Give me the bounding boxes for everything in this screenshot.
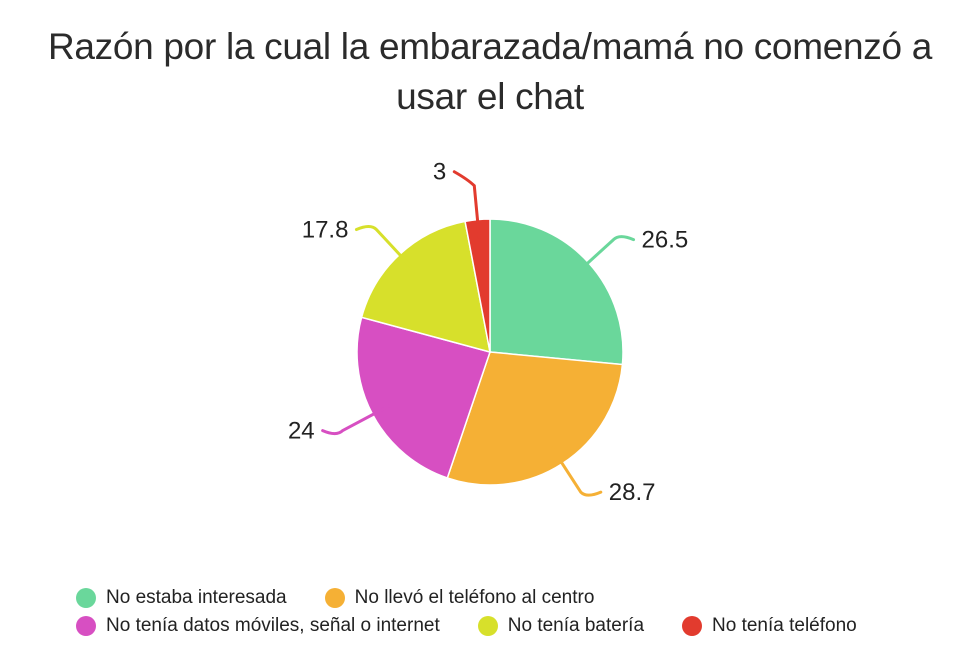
leader-line-no-tenia-telefono (452, 170, 481, 240)
leader-line-no-estaba-interesada (573, 235, 636, 277)
legend-row: No estaba interesada No llevó el teléfon… (76, 584, 956, 612)
leader-lines (321, 170, 636, 497)
legend-item-no-tenia-datos[interactable]: No tenía datos móviles, señal o internet (76, 615, 440, 637)
pie-slice-no-estaba-interesada[interactable] (489, 218, 624, 366)
pie-slices (356, 218, 624, 486)
leader-line-no-llevo-telefono (551, 447, 603, 497)
legend-item-no-llevo-telefono[interactable]: No llevó el teléfono al centro (324, 587, 595, 609)
legend-label: No llevó el teléfono al centro (354, 587, 595, 608)
legend: No estaba interesada No llevó el teléfon… (76, 584, 956, 640)
legend-item-no-estaba-interesada[interactable]: No estaba interesada (76, 587, 287, 609)
legend-item-no-tenia-telefono[interactable]: No tenía teléfono (682, 615, 857, 637)
legend-label: No tenía batería (507, 615, 645, 636)
data-label-no-estaba-interesada: 26.5 (642, 227, 689, 254)
data-label-no-tenia-datos: 24 (288, 418, 315, 445)
legend-item-no-tenia-bateria[interactable]: No tenía batería (477, 615, 645, 637)
legend-swatch (76, 616, 96, 636)
legend-label: No estaba interesada (106, 587, 287, 608)
legend-swatch (477, 616, 498, 636)
chart-title: Razón por la cual la embarazada/mamá no … (47, 26, 933, 117)
data-label-no-tenia-telefono: 3 (433, 159, 446, 186)
legend-swatch (682, 616, 703, 636)
legend-label: No tenía datos móviles, señal o internet (106, 615, 440, 636)
leader-line-no-tenia-datos (321, 404, 391, 436)
legend-row: No tenía datos móviles, señal o internet… (76, 612, 956, 640)
data-labels: 26.5 28.7 24 17.8 3 (288, 159, 688, 506)
legend-swatch (324, 588, 345, 608)
data-label-no-llevo-telefono: 28.7 (609, 479, 656, 506)
legend-swatch (76, 588, 96, 608)
legend-label: No tenía teléfono (712, 615, 857, 636)
leader-line-no-tenia-bateria (354, 225, 414, 270)
data-label-no-tenia-bateria: 17.8 (302, 217, 349, 244)
